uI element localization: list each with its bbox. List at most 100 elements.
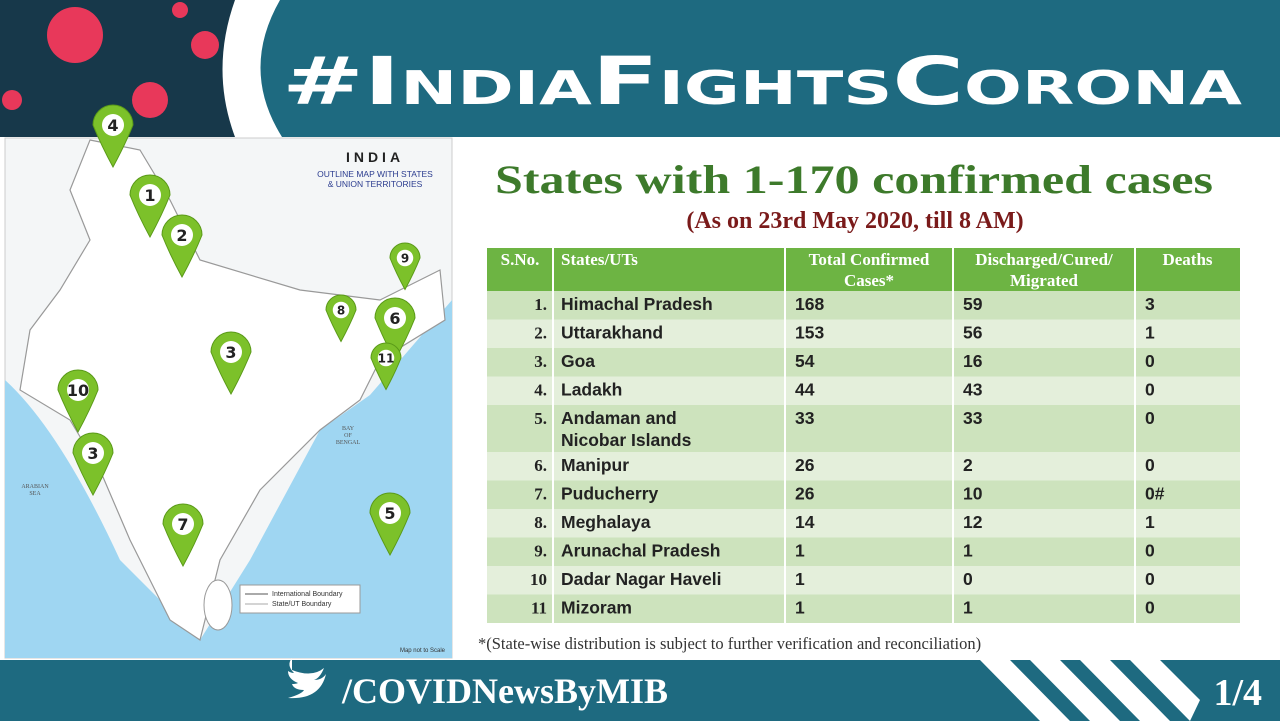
pin-dot	[377, 349, 395, 367]
pin-number: 3	[87, 444, 98, 463]
pin-dot	[139, 184, 161, 206]
table-row	[487, 594, 1240, 623]
cell-value: 44	[795, 380, 815, 400]
sea-label: BAY	[342, 426, 355, 432]
header-title: #IndiaFightsCorona	[282, 43, 1243, 120]
table-row	[487, 452, 1240, 481]
subheading: (As on 23rd May 2020, till 8 AM)	[686, 208, 1023, 234]
cell-value: 0#	[1145, 484, 1165, 504]
cell-value: 33	[963, 408, 983, 428]
row-number: 3.	[534, 352, 547, 371]
pin-number: 3	[225, 343, 236, 362]
pin-number: 10	[67, 381, 89, 400]
cell-value: 1	[963, 541, 973, 561]
cell-value: 1	[795, 541, 805, 561]
state-name: Arunachal Pradesh	[561, 541, 721, 561]
pin-dot	[379, 502, 401, 524]
banner-curve	[222, 0, 282, 137]
table-row	[487, 537, 1240, 566]
markers: 4 1 2 9 8 6 3 11 10 3 7 5	[57, 104, 421, 568]
cell-value: 14	[795, 512, 815, 532]
cell-value: 1	[1145, 512, 1155, 532]
twitter-icon	[288, 658, 326, 699]
cell-value: 33	[795, 408, 815, 428]
state-name: Goa	[561, 351, 595, 371]
pin-number: 8	[337, 304, 345, 318]
cell-value: 0	[1145, 408, 1155, 428]
cell-value: 0	[1145, 541, 1155, 561]
cell-value: 0	[1145, 351, 1155, 371]
state-name: Dadar Nagar Haveli	[561, 569, 722, 589]
cell-value: 0	[1145, 380, 1155, 400]
pin-number: 9	[401, 252, 409, 266]
row-number: 8.	[534, 513, 547, 532]
state-name: Manipur	[561, 455, 629, 475]
sea-label: BENGAL	[336, 440, 361, 446]
state-name: Andaman and	[561, 408, 677, 428]
sea-label: SEA	[29, 491, 41, 497]
table-row	[487, 405, 1240, 452]
cell-value: 1	[795, 598, 805, 618]
pin-dot	[220, 341, 242, 363]
state-name: Uttarakhand	[561, 323, 663, 343]
pin-dot	[172, 513, 194, 535]
row-number: 10	[530, 570, 547, 589]
cell-value: 1	[795, 569, 805, 589]
cell-value: 12	[963, 512, 983, 532]
cell-value: 26	[795, 455, 815, 475]
column-header: Discharged/Cured/	[975, 250, 1113, 269]
table-row	[487, 566, 1240, 595]
column-header: Migrated	[1010, 271, 1079, 290]
cell-value: 0	[1145, 455, 1155, 475]
state-name: Puducherry	[561, 484, 659, 504]
cell-value: 153	[795, 323, 824, 343]
map-note: Map not to Scale	[400, 648, 446, 654]
ocean	[5, 300, 452, 658]
footer-stripes	[980, 660, 1200, 721]
column-header: S.No.	[501, 250, 540, 269]
cell-value: 10	[963, 484, 983, 504]
column-header: Deaths	[1162, 250, 1212, 269]
virus-art	[2, 2, 219, 118]
cell-value: 26	[795, 484, 815, 504]
pin-number: 11	[378, 352, 395, 366]
legend-label: State/UT Boundary	[272, 601, 332, 608]
table-row	[487, 291, 1240, 320]
table-row	[487, 319, 1240, 348]
table-row	[487, 376, 1240, 405]
row-number: 1.	[534, 295, 547, 314]
pin-dot	[171, 224, 193, 246]
pin-dot	[332, 301, 350, 319]
map-title: INDIA	[346, 149, 404, 165]
legend-label: International Boundary	[272, 591, 343, 598]
map-subtitle: OUTLINE MAP WITH STATES	[317, 169, 433, 179]
pin-number: 4	[107, 116, 118, 135]
state-name: Himachal Pradesh	[561, 294, 713, 314]
pin-dot	[102, 114, 124, 136]
sri-lanka	[203, 579, 233, 631]
footnote: *(State-wise distribution is subject to …	[478, 634, 981, 653]
row-number: 5.	[534, 409, 547, 428]
column-header: Cases*	[844, 271, 894, 290]
pin-number: 2	[176, 226, 187, 245]
cell-value: 43	[963, 380, 983, 400]
map-legend	[239, 584, 361, 614]
pin-number: 1	[144, 186, 155, 205]
pin-number: 6	[389, 309, 400, 328]
row-number: 11	[531, 599, 547, 618]
cell-value: 1	[963, 598, 973, 618]
cell-value: 0	[1145, 598, 1155, 618]
pin-number: 7	[177, 515, 188, 534]
row-number: 9.	[534, 542, 547, 561]
twitter-handle: /COVIDNewsByMIB	[341, 671, 668, 711]
cell-value: 3	[1145, 294, 1155, 314]
cell-value: 168	[795, 294, 824, 314]
page-number: 1/4	[1213, 672, 1262, 714]
row-number: 4.	[534, 381, 547, 400]
row-number: 7.	[534, 485, 547, 504]
cell-value: 1	[1145, 323, 1155, 343]
column-header: States/UTs	[561, 250, 638, 269]
map-subtitle: & UNION TERRITORIES	[328, 179, 423, 189]
cell-value: 2	[963, 455, 973, 475]
